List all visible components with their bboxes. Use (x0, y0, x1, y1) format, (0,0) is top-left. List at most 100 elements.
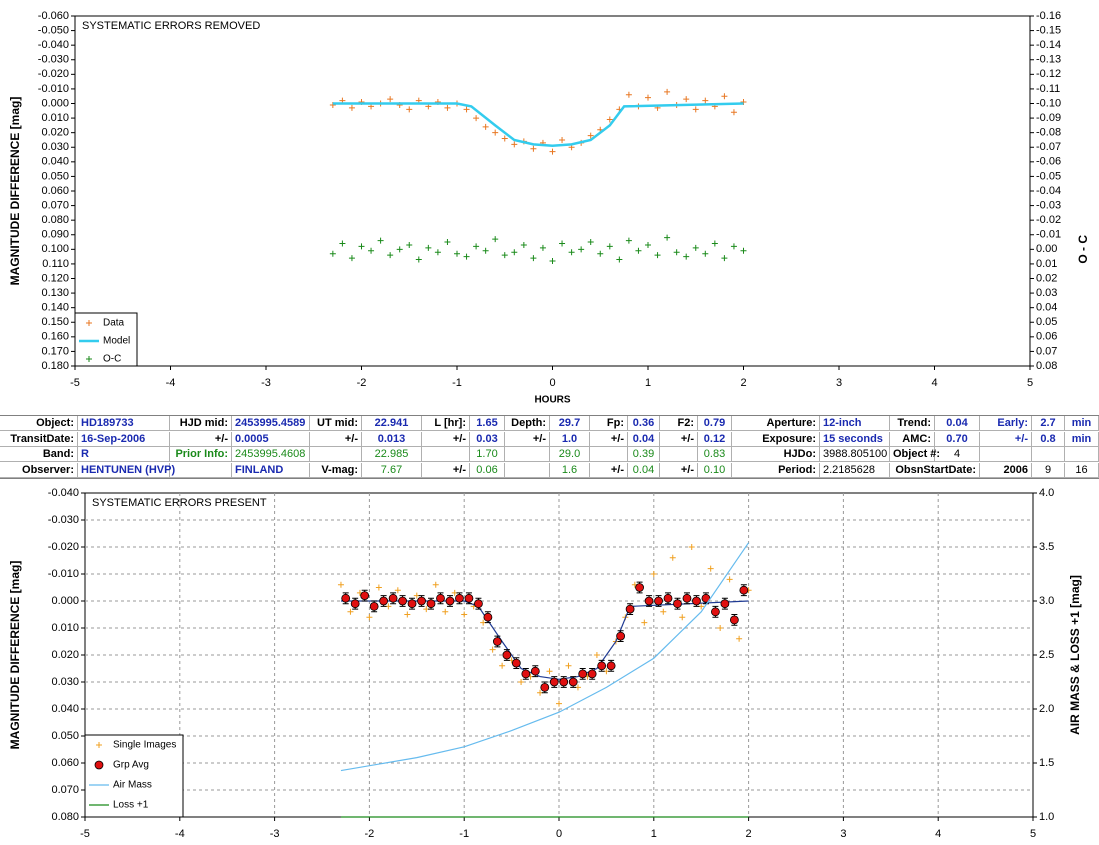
plot-area (74, 15, 1031, 367)
data-point (520, 241, 527, 248)
info-table: Object: HD189733 HJD mid: 2453995.4589 UT mi… (0, 415, 1099, 479)
y-tick-label: 0.170 (41, 345, 69, 357)
data-point (473, 243, 480, 250)
y2-tick-label: 3.5 (1039, 541, 1054, 553)
y-tick-label: 0.080 (41, 214, 69, 226)
table-cell-empty (170, 462, 232, 478)
y-tick-label: 0.110 (42, 258, 69, 270)
data-point (650, 571, 657, 577)
table-cell-empty (980, 447, 1032, 462)
table-value: 16-Sep-2006 (78, 431, 170, 447)
data-point (406, 106, 413, 113)
data-point (641, 619, 648, 626)
group-average (625, 604, 635, 614)
x-tick-label: -5 (70, 377, 80, 389)
legend-swatch (96, 742, 102, 748)
y-axis-title: MAGNITUDE DIFFERENCE [mag] (8, 97, 22, 286)
table-cell-empty (660, 447, 698, 462)
data-point (546, 668, 553, 675)
data-point (664, 88, 671, 95)
y-tick-label: 0.100 (41, 243, 69, 255)
y2-tick-label: -0.03 (1036, 199, 1061, 211)
data-point (501, 135, 508, 142)
y-tick-label: 0.160 (41, 331, 69, 343)
group-average (616, 631, 626, 641)
data-point (339, 240, 346, 247)
y-tick-label: 0.030 (51, 676, 79, 688)
y2-tick-label: 0.02 (1036, 272, 1057, 284)
table-value: 29.0 (550, 447, 590, 462)
table-value: 0.0005 (232, 431, 310, 447)
table-value: 9 (1032, 462, 1065, 478)
table-value: 0.79 (698, 416, 732, 431)
data-point (730, 243, 737, 250)
table-label: 2006 (980, 462, 1032, 478)
legend-label: Single Images (113, 740, 176, 751)
legend-label: Air Mass (113, 780, 152, 791)
x-tick-label: -2 (357, 377, 367, 389)
data-point (587, 239, 594, 246)
data-point (683, 96, 690, 103)
y-tick-label: -0.030 (48, 514, 79, 526)
legend-label: Data (103, 318, 125, 329)
y2-tick-label: -0.12 (1036, 68, 1061, 80)
group-average (720, 599, 730, 609)
x-tick-label: -3 (270, 828, 280, 840)
y2-tick-label: 4.0 (1039, 487, 1054, 499)
table-cell-empty (590, 447, 628, 462)
data-point (387, 252, 394, 259)
group-average (711, 607, 720, 617)
table-value: 0.04 (628, 431, 660, 447)
y-tick-label: -0.020 (38, 68, 69, 80)
y-tick-label: 0.000 (51, 595, 79, 607)
x-tick-label: -1 (452, 377, 462, 389)
table-label: +/- (980, 431, 1032, 447)
group-average (530, 666, 540, 676)
group-average (445, 596, 455, 606)
data-point (587, 132, 594, 139)
data-point (556, 700, 562, 707)
data-point (348, 255, 355, 262)
group-average (492, 637, 502, 646)
y2-tick-label: 0.03 (1036, 287, 1057, 299)
y-tick-label: -0.040 (48, 487, 79, 499)
table-cell-empty (1065, 447, 1099, 462)
y-tick-label: 0.150 (41, 316, 69, 328)
data-point (463, 106, 470, 113)
group-average (360, 591, 370, 600)
data-point (415, 256, 422, 263)
group-average (388, 593, 398, 603)
table-label: Period: (732, 462, 820, 478)
x-tick-label: -4 (166, 377, 176, 389)
y-tick-label: 0.070 (51, 784, 79, 796)
x-tick-label: -4 (175, 828, 185, 840)
table-label: ObsnStartDate: (890, 462, 980, 478)
data-point (711, 240, 718, 247)
x-tick-label: 3 (840, 828, 846, 840)
data-point (707, 565, 714, 572)
table-label: +/- (170, 431, 232, 447)
table-label: UT mid: (310, 416, 362, 431)
data-point (593, 652, 600, 658)
y2-tick-label: -0.06 (1036, 156, 1061, 168)
data-point (518, 679, 525, 685)
legend-label: O-C (103, 354, 121, 365)
data-point (606, 243, 613, 250)
table-label: Early: (980, 416, 1032, 431)
table-value: 12-inch (820, 416, 890, 431)
data-point (375, 584, 382, 591)
data-point (454, 250, 460, 257)
group-average (663, 593, 673, 603)
table-label: Object #: (890, 447, 940, 462)
y2-tick-label: 2.5 (1039, 649, 1054, 661)
y2-tick-label: -0.09 (1036, 112, 1061, 124)
data-point (511, 249, 518, 256)
group-average (502, 650, 512, 660)
y-tick-label: 0.130 (41, 287, 69, 299)
group-average (417, 596, 426, 606)
table-value: 0.04 (628, 462, 660, 478)
group-average (407, 599, 417, 609)
data-point (377, 237, 384, 244)
x-tick-label: 4 (931, 377, 937, 389)
y2-tick-label: 0.07 (1036, 345, 1057, 357)
